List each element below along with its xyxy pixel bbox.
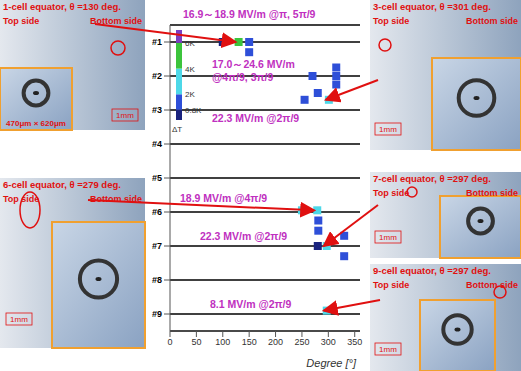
svg-text:0.8K: 0.8K [185,106,202,115]
svg-text:17.0～24.6 MV/m@4π/9, 3π/9: 17.0～24.6 MV/m@4π/9, 3π/9 [212,58,295,83]
svg-text:ΔT: ΔT [172,125,182,134]
svg-text:1mm: 1mm [10,315,28,324]
svg-text:Top side: Top side [373,188,409,198]
svg-text:#8: #8 [152,275,162,285]
svg-text:7-cell equator, θ =297 deg.: 7-cell equator, θ =297 deg. [373,173,491,184]
svg-text:22.3 MV/m @2π/9: 22.3 MV/m @2π/9 [212,112,299,124]
svg-text:Bottom side: Bottom side [466,16,518,26]
svg-text:#9: #9 [152,309,162,319]
svg-text:Top side: Top side [3,194,39,204]
svg-text:2K: 2K [185,90,195,99]
svg-text:1mm: 1mm [379,233,397,242]
svg-text:1mm: 1mm [379,125,397,134]
svg-text:4K: 4K [185,65,195,74]
svg-text:Degree [°]: Degree [°] [306,357,357,369]
svg-text:#4: #4 [152,139,162,149]
svg-text:350: 350 [347,337,362,347]
svg-text:Bottom side: Bottom side [90,194,142,204]
svg-text:3-cell equator, θ =301 deg.: 3-cell equator, θ =301 deg. [373,1,491,12]
svg-text:50: 50 [191,337,201,347]
svg-text:#5: #5 [152,173,162,183]
svg-text:#3: #3 [152,105,162,115]
svg-text:8.1 MV/m @2π/9: 8.1 MV/m @2π/9 [210,298,291,310]
svg-text:1-cell equator, θ =130 deg.: 1-cell equator, θ =130 deg. [3,1,121,12]
svg-text:22.3 MV/m @2π/9: 22.3 MV/m @2π/9 [200,230,287,242]
svg-text:300: 300 [321,337,336,347]
svg-text:#1: #1 [152,37,162,47]
svg-text:6K: 6K [185,39,195,48]
svg-text:0: 0 [167,337,172,347]
svg-text:200: 200 [268,337,283,347]
svg-text:#7: #7 [152,241,162,251]
svg-text:#6: #6 [152,207,162,217]
svg-text:Top side: Top side [373,280,409,290]
svg-text:Bottom side: Bottom side [90,16,142,26]
svg-text:Top side: Top side [373,16,409,26]
svg-text:1mm: 1mm [116,111,134,120]
svg-text:250: 250 [294,337,309,347]
svg-text:6-cell equator, θ =279 deg.: 6-cell equator, θ =279 deg. [3,179,121,190]
svg-text:9-cell equator, θ =297 deg.: 9-cell equator, θ =297 deg. [373,265,491,276]
svg-text:Top side: Top side [3,16,39,26]
svg-text:1mm: 1mm [379,345,397,354]
svg-text:#2: #2 [152,71,162,81]
svg-text:100: 100 [215,337,230,347]
svg-text:Bottom side: Bottom side [466,280,518,290]
svg-text:18.9 MV/m @4π/9: 18.9 MV/m @4π/9 [180,192,267,204]
svg-text:470μm × 620μm: 470μm × 620μm [6,119,66,128]
svg-text:16.9～18.9 MV/m @π, 5π/9: 16.9～18.9 MV/m @π, 5π/9 [183,8,316,20]
svg-text:150: 150 [242,337,257,347]
svg-text:Bottom side: Bottom side [466,188,518,198]
